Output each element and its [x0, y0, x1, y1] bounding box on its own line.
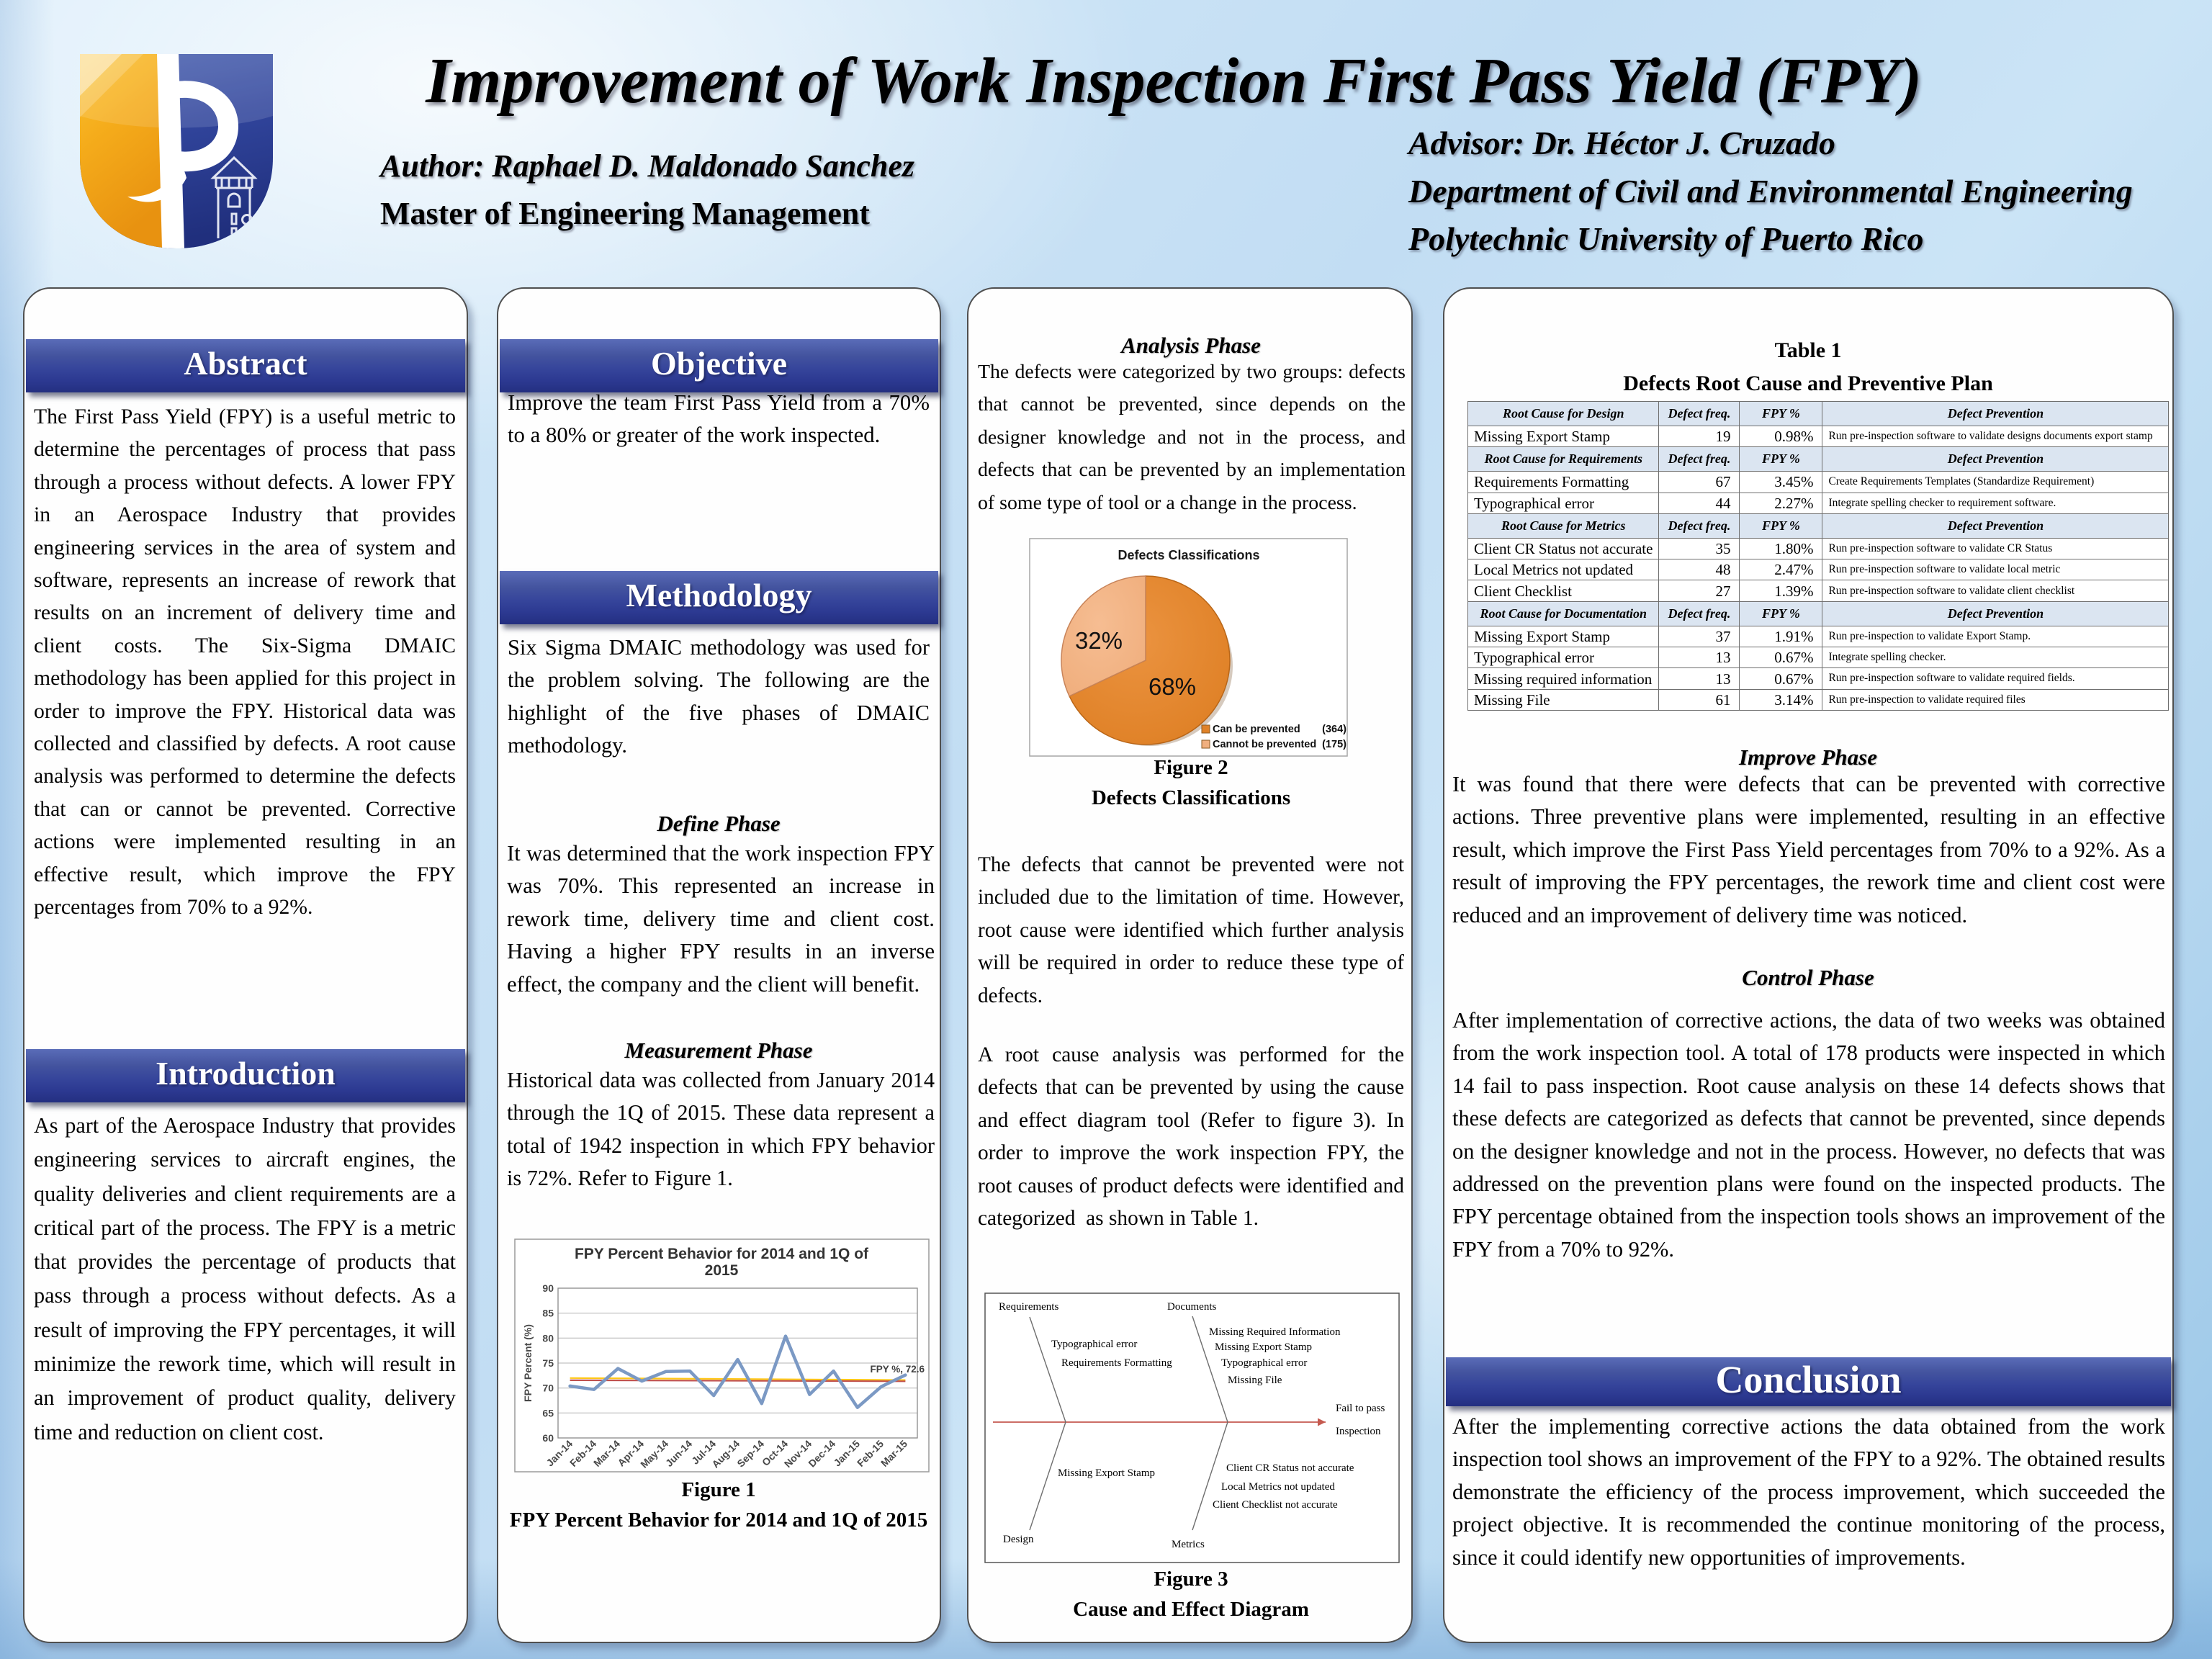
svg-text:32%: 32% — [1075, 627, 1123, 654]
svg-text:65: 65 — [542, 1407, 554, 1419]
svg-text:90: 90 — [542, 1282, 554, 1294]
svg-text:FPY Percent Behavior for 2014: FPY Percent Behavior for 2014 and 1Q of — [575, 1246, 869, 1262]
svg-text:Fail to pass: Fail to pass — [1336, 1403, 1385, 1414]
svg-text:(364): (364) — [1322, 724, 1346, 735]
svg-text:FPY %, 72.6: FPY %, 72.6 — [870, 1364, 925, 1375]
svg-text:(175): (175) — [1322, 739, 1346, 750]
svg-text:Cannot be prevented: Cannot be prevented — [1213, 739, 1316, 750]
svg-text:Missing Export Stamp: Missing Export Stamp — [1215, 1341, 1312, 1353]
svg-text:Missing Export Stamp: Missing Export Stamp — [1058, 1467, 1155, 1479]
svg-text:Design: Design — [1003, 1534, 1034, 1545]
svg-text:Typographical error: Typographical error — [1221, 1357, 1307, 1369]
svg-text:Local Metrics not updated: Local Metrics not updated — [1221, 1481, 1335, 1493]
svg-text:Requirements Formatting: Requirements Formatting — [1061, 1357, 1172, 1369]
svg-text:68%: 68% — [1148, 673, 1196, 700]
svg-text:2015: 2015 — [705, 1262, 739, 1279]
svg-text:80: 80 — [542, 1332, 554, 1344]
svg-text:70: 70 — [542, 1382, 554, 1394]
svg-text:Client CR Status not accurate: Client CR Status not accurate — [1226, 1462, 1354, 1474]
svg-text:FPY Percent (%): FPY Percent (%) — [522, 1324, 534, 1402]
svg-text:Requirements: Requirements — [999, 1301, 1058, 1313]
svg-text:75: 75 — [542, 1357, 554, 1369]
svg-text:Missing File: Missing File — [1228, 1375, 1282, 1386]
svg-text:Typographical error: Typographical error — [1051, 1339, 1137, 1350]
svg-text:Can be prevented: Can be prevented — [1213, 724, 1300, 735]
svg-text:Metrics: Metrics — [1172, 1539, 1205, 1550]
svg-text:85: 85 — [542, 1308, 554, 1319]
svg-text:Defects Classifications: Defects Classifications — [1118, 548, 1259, 562]
svg-text:Missing Required Information: Missing Required Information — [1209, 1326, 1341, 1338]
svg-text:Inspection: Inspection — [1336, 1426, 1381, 1437]
svg-text:Documents: Documents — [1167, 1301, 1216, 1313]
svg-text:60: 60 — [542, 1432, 554, 1444]
svg-text:Client Checklist not accurate: Client Checklist not accurate — [1213, 1499, 1338, 1511]
